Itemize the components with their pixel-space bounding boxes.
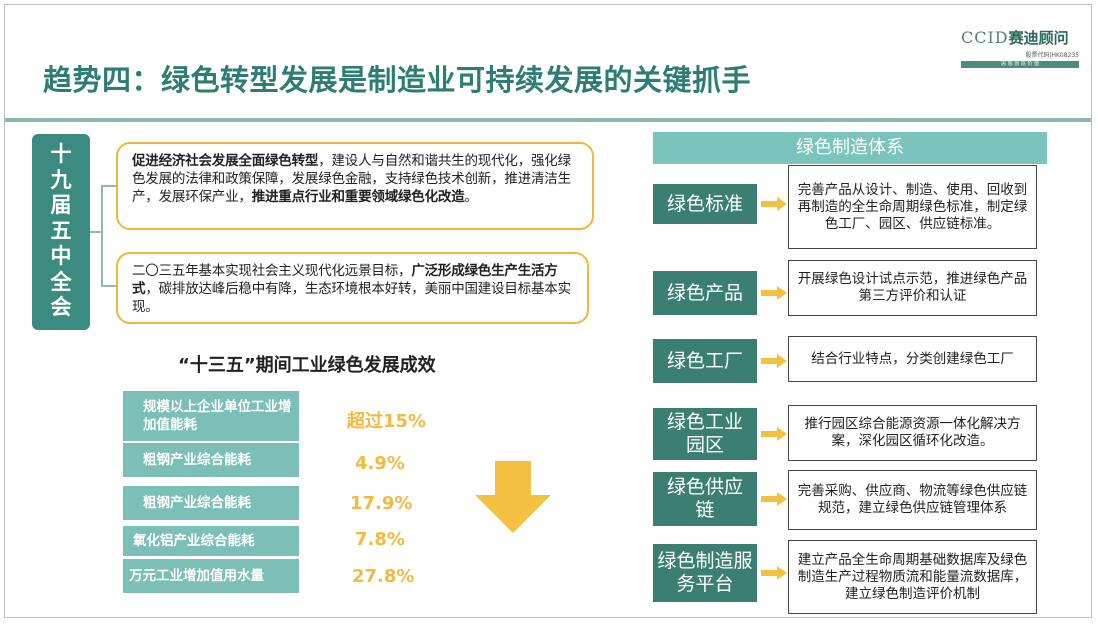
policy-1-bold-2: 推进重点行业和重要领域绿色化改造 xyxy=(251,189,465,205)
logo-en: CCID xyxy=(961,28,1009,47)
system-item-factory: 绿色工厂 xyxy=(653,339,757,383)
stat-row: 规模以上企业单位工业增加值能耗 xyxy=(123,391,299,441)
right-arrow-icon xyxy=(761,286,787,300)
logo-slogan: 思 想 创 造 价 值 xyxy=(961,61,1079,68)
system-item-standard: 绿色标准 xyxy=(653,184,757,224)
right-arrow-icon xyxy=(761,492,787,506)
connector-line xyxy=(101,185,117,187)
stat-label: 氧化铝产业综合能耗 xyxy=(133,533,255,549)
policy-2-text-1: 二〇三五年基本实现社会主义现代化远景目标， xyxy=(132,263,412,279)
stat-row: 氧化铝产业综合能耗 xyxy=(123,526,299,556)
system-item-name: 绿色供应链 xyxy=(666,476,743,521)
policy-label-char: 届 xyxy=(50,193,72,217)
policy-box-2: 二〇三五年基本实现社会主义现代化远景目标，广泛形成绿色生产生活方式，碳排放达峰后… xyxy=(116,252,589,324)
stat-row: 粗钢产业综合能耗 xyxy=(123,443,299,477)
system-item-desc: 完善采购、供应商、物流等绿色供应链规范，建立绿色供应链管理体系 xyxy=(788,470,1037,530)
system-item-name: 绿色工厂 xyxy=(666,349,743,372)
system-item-name: 绿色产品 xyxy=(666,281,743,304)
policy-box-1: 促进经济社会发展全面绿色转型，建设人与自然和谐共生的现代化，强化绿色发展的法律和… xyxy=(116,142,594,230)
stat-label: 粗钢产业综合能耗 xyxy=(143,452,251,468)
achievements-title: “十三五”期间工业绿色发展成效 xyxy=(178,355,436,376)
system-item-name: 绿色标准 xyxy=(666,192,743,215)
system-item-name: 绿色工业园区 xyxy=(666,411,743,456)
logo-cn: 赛迪顾问 xyxy=(1008,29,1069,47)
system-item-product: 绿色产品 xyxy=(653,271,757,315)
stat-label: 粗钢产业综合能耗 xyxy=(143,495,251,511)
stat-value: 17.9% xyxy=(350,493,413,514)
policy-1-text-2: 。 xyxy=(464,189,479,205)
ccid-logo: CCID赛迪顾问 股票代码|HK08235 思 想 创 造 价 值 xyxy=(961,27,1079,75)
stat-label: 万元工业增加值用水量 xyxy=(129,568,264,584)
policy-1-text-1: ，建设人与自然和谐共生的现代化，强化绿色发展的法律和政策保障，发展绿色金融，支持… xyxy=(132,153,571,205)
stat-value: 超过15% xyxy=(347,411,427,432)
policy-2-text-2: ，碳排放达峰后稳中有降，生态环境根本好转，美丽中国建设目标基本实现。 xyxy=(132,281,571,315)
logo-name: CCID赛迪顾问 xyxy=(961,27,1079,48)
connector-line xyxy=(101,285,117,287)
connector-line xyxy=(101,185,103,287)
stat-value: 27.8% xyxy=(352,566,415,587)
down-arrow-icon xyxy=(475,461,551,533)
policy-label-char: 九 xyxy=(50,167,72,192)
system-item-desc: 结合行业特点，分类创建绿色工厂 xyxy=(788,336,1037,382)
system-item-desc: 开展绿色设计试点示范，推进绿色产品第三方评价和认证 xyxy=(788,260,1037,316)
policy-label-text: 十九届五中全会 xyxy=(32,142,90,321)
stat-value: 4.9% xyxy=(355,453,405,474)
right-arrow-icon xyxy=(761,427,787,441)
system-item-desc: 完善产品从设计、制造、使用、回收到再制造的全生命周期绿色标准，制定绿色工厂、园区… xyxy=(788,165,1037,249)
right-arrow-icon xyxy=(761,354,787,368)
system-item-desc: 推行园区综合能源资源一体化解决方案，深化园区循环化改造。 xyxy=(788,405,1037,461)
stat-value: 7.8% xyxy=(355,529,405,550)
policy-label-char: 会 xyxy=(50,295,72,319)
policy-label-char: 全 xyxy=(50,269,72,294)
policy-label-char: 五 xyxy=(50,218,72,243)
stat-row: 万元工业增加值用水量 xyxy=(123,559,299,593)
right-arrow-icon xyxy=(761,566,787,580)
policy-2-bold-1: 广泛形成绿色生产生活方式 xyxy=(132,263,558,297)
slide: 趋势四：绿色转型发展是制造业可持续发展的关键抓手 CCID赛迪顾问 股票代码|H… xyxy=(4,4,1092,618)
policy-label: 十九届五中全会 xyxy=(32,134,90,330)
page-title: 趋势四：绿色转型发展是制造业可持续发展的关键抓手 xyxy=(43,63,752,97)
stat-row: 粗钢产业综合能耗 xyxy=(123,486,299,520)
logo-stock-code: 股票代码|HK08235 xyxy=(1025,52,1079,59)
system-item-supply-chain: 绿色供应链 xyxy=(653,472,757,526)
system-item-desc: 建立产品全生命周期基础数据库及绿色制造生产过程物质流和能量流数据库，建立绿色制造… xyxy=(788,540,1037,614)
stat-label: 规模以上企业单位工业增加值能耗 xyxy=(143,399,292,433)
system-item-name: 绿色制造服务平台 xyxy=(657,550,753,595)
system-title: 绿色制造体系 xyxy=(653,132,1047,164)
right-arrow-icon xyxy=(761,197,787,211)
title-divider xyxy=(5,118,1091,122)
policy-label-char: 十 xyxy=(50,142,72,166)
policy-label-char: 中 xyxy=(50,244,72,268)
system-item-park: 绿色工业园区 xyxy=(653,408,757,460)
policy-1-bold-1: 促进经济社会发展全面绿色转型 xyxy=(132,153,319,169)
system-item-service-platform: 绿色制造服务平台 xyxy=(653,544,757,602)
connector-line xyxy=(90,231,102,233)
